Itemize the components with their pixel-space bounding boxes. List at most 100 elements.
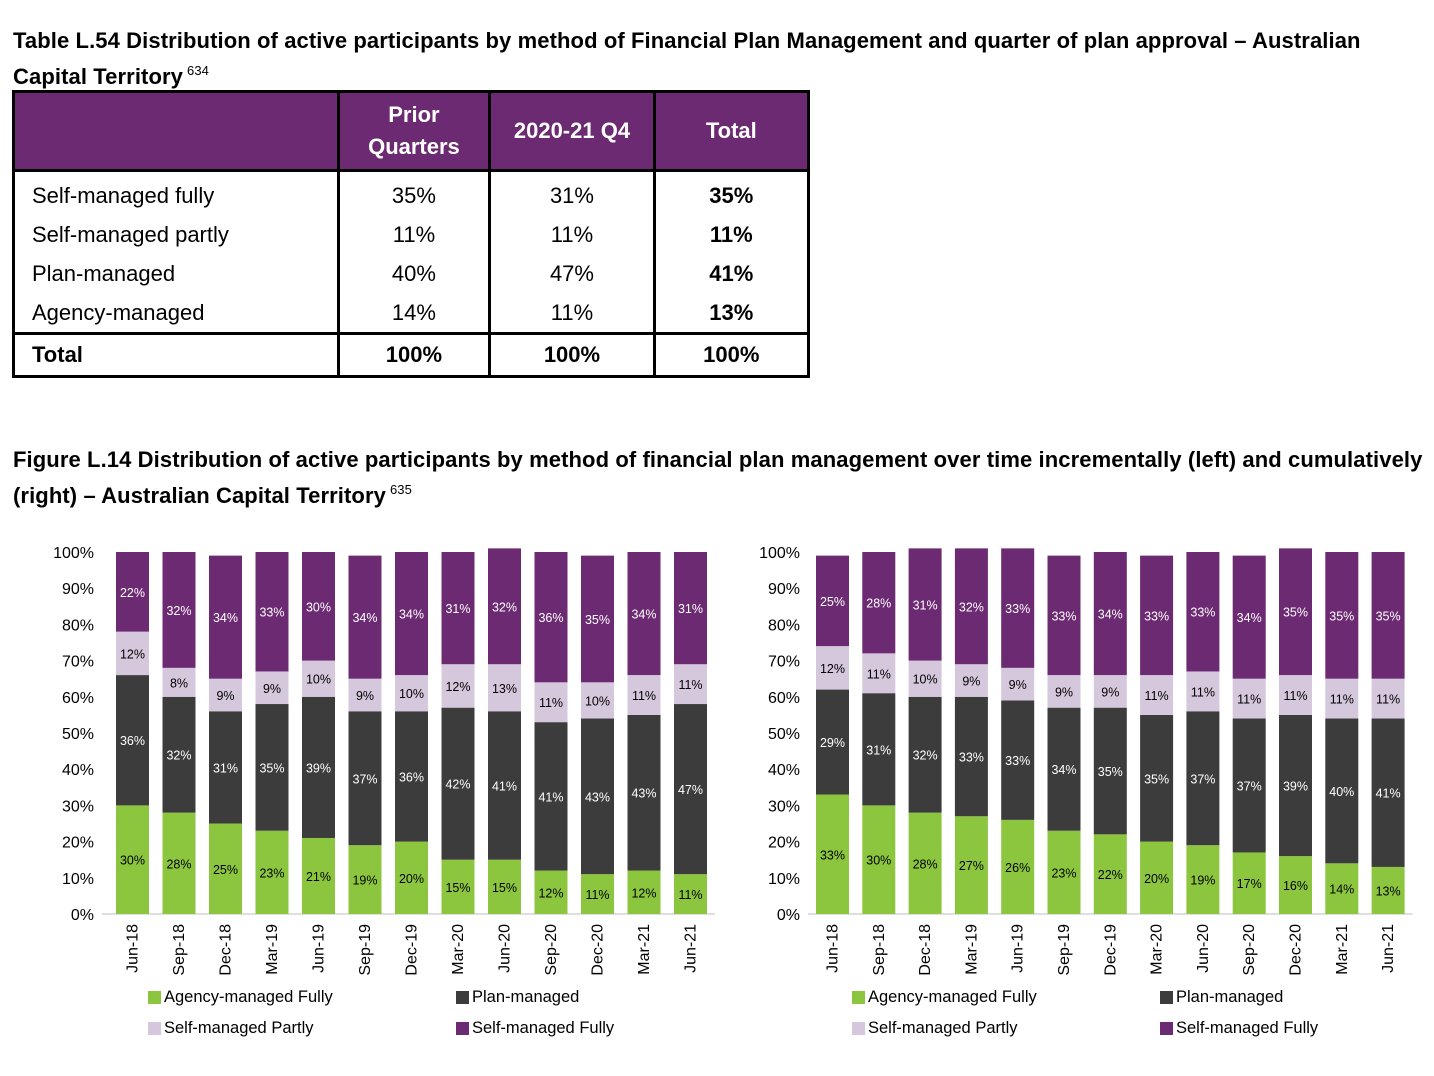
data-label-agency-managed-fully: 33% xyxy=(820,848,845,862)
y-tick-label: 80% xyxy=(768,617,800,634)
data-label-self-managed-partly: 9% xyxy=(216,689,234,703)
y-tick-label: 40% xyxy=(62,762,94,779)
bar-self-managed-fully xyxy=(1001,548,1035,668)
data-label-plan-managed: 29% xyxy=(820,736,845,750)
bar-plan-managed xyxy=(816,689,849,795)
bar-plan-managed xyxy=(1001,700,1035,820)
bar-plan-managed xyxy=(302,696,335,838)
data-label-agency-managed-fully: 30% xyxy=(120,854,145,868)
data-label-plan-managed: 31% xyxy=(213,761,238,775)
bar-self-managed-partly xyxy=(674,664,707,705)
figure-caption-text: Figure L.14 Distribution of active parti… xyxy=(13,447,1423,508)
data-label-self-managed-partly: 11% xyxy=(1237,693,1261,707)
legend-item-plan-managed: Plan-managed xyxy=(1160,988,1283,1007)
data-label-plan-managed: 32% xyxy=(166,749,191,763)
data-label-agency-managed-fully: 27% xyxy=(959,859,984,873)
bar-plan-managed xyxy=(627,714,661,871)
bar-self-managed-partly xyxy=(395,675,428,712)
data-label-plan-managed: 33% xyxy=(959,751,984,765)
bar-agency-managed-fully xyxy=(1371,866,1405,914)
y-tick-label: 60% xyxy=(768,690,800,707)
x-tick-label: Mar-19 xyxy=(963,924,980,975)
data-label-plan-managed: 34% xyxy=(1051,763,1076,777)
bar-agency-managed-fully xyxy=(816,794,849,914)
incremental-chart-legend: Agency-managed Fully Plan-managed Self-man… xyxy=(148,988,708,1048)
data-label-self-managed-partly: 11% xyxy=(1191,685,1215,699)
legend-label: Self-managed Fully xyxy=(1176,1019,1319,1037)
data-label-agency-managed-fully: 15% xyxy=(445,881,470,895)
legend-label: Self-managed Partly xyxy=(164,1019,314,1037)
data-label-agency-managed-fully: 23% xyxy=(259,866,284,880)
bar-plan-managed xyxy=(441,707,475,860)
y-tick-label: 30% xyxy=(768,798,800,815)
y-tick-label: 50% xyxy=(768,726,800,743)
bar-self-managed-partly xyxy=(441,664,475,708)
bar-plan-managed xyxy=(395,711,428,842)
row-label: Agency-managed xyxy=(12,293,340,334)
bar-self-managed-fully xyxy=(348,555,382,679)
legend-item-plan-managed: Plan-managed xyxy=(456,988,579,1007)
x-tick-label: Sep-18 xyxy=(171,924,188,976)
data-label-self-managed-partly: 11% xyxy=(632,689,656,703)
legend-swatch xyxy=(456,991,469,1004)
y-tick-label: 100% xyxy=(53,545,94,562)
x-tick-label: Sep-20 xyxy=(1241,924,1258,976)
data-label-agency-managed-fully: 20% xyxy=(1144,872,1169,886)
data-label-agency-managed-fully: 25% xyxy=(213,863,238,877)
legend-label: Self-managed Partly xyxy=(868,1019,1018,1037)
data-label-plan-managed: 33% xyxy=(1005,754,1030,768)
bar-plan-managed xyxy=(209,711,242,824)
x-tick-label: Jun-20 xyxy=(1195,924,1212,973)
total-prior: 100% xyxy=(336,332,492,378)
bar-plan-managed xyxy=(1047,707,1081,831)
legend-label: Self-managed Fully xyxy=(472,1019,615,1037)
bar-agency-managed-fully xyxy=(1232,852,1266,914)
y-tick-label: 10% xyxy=(768,871,800,888)
data-label-self-managed-fully: 31% xyxy=(445,602,470,616)
bar-self-managed-partly xyxy=(1093,675,1127,708)
data-label-agency-managed-fully: 28% xyxy=(913,857,938,871)
data-label-self-managed-fully: 31% xyxy=(913,598,938,612)
bar-agency-managed-fully xyxy=(209,823,242,914)
x-tick-label: Mar-19 xyxy=(264,924,281,975)
y-tick-label: 70% xyxy=(62,654,94,671)
data-label-self-managed-fully: 34% xyxy=(352,611,377,625)
data-label-agency-managed-fully: 12% xyxy=(631,886,656,900)
data-label-plan-managed: 39% xyxy=(1283,779,1308,793)
bar-self-managed-partly xyxy=(348,678,382,712)
bar-plan-managed xyxy=(348,711,382,846)
bar-agency-managed-fully xyxy=(954,816,988,914)
y-tick-label: 70% xyxy=(768,654,800,671)
bar-agency-managed-fully xyxy=(1047,830,1081,914)
bar-agency-managed-fully xyxy=(1001,819,1035,914)
data-label-self-managed-fully: 31% xyxy=(678,602,703,616)
data-label-agency-managed-fully: 26% xyxy=(1005,861,1030,875)
x-tick-label: Dec-18 xyxy=(917,924,934,976)
x-tick-label: Dec-19 xyxy=(1102,924,1119,976)
bar-plan-managed xyxy=(1371,718,1405,867)
legend-label: Plan-managed xyxy=(1176,988,1284,1006)
data-label-self-managed-partly: 11% xyxy=(1145,689,1169,703)
bar-plan-managed xyxy=(1140,714,1174,842)
bar-self-managed-fully xyxy=(1047,555,1081,676)
legend-item-self-managed-fully: Self-managed Fully xyxy=(456,1019,614,1038)
x-tick-label: Mar-21 xyxy=(636,924,653,975)
bar-self-managed-fully xyxy=(581,555,614,683)
data-label-self-managed-fully: 32% xyxy=(492,600,517,614)
legend-swatch xyxy=(1160,1022,1173,1035)
data-label-self-managed-fully: 35% xyxy=(1376,609,1401,623)
data-label-agency-managed-fully: 11% xyxy=(585,888,609,902)
data-label-agency-managed-fully: 22% xyxy=(1098,868,1123,882)
data-label-agency-managed-fully: 19% xyxy=(1190,874,1215,888)
bar-self-managed-fully xyxy=(488,548,521,665)
data-label-plan-managed: 35% xyxy=(1098,765,1123,779)
table-row: Plan-managed 40% 47% 41% xyxy=(12,254,811,293)
bar-plan-managed xyxy=(581,718,614,875)
x-tick-label: Jun-19 xyxy=(311,924,328,973)
x-tick-label: Sep-19 xyxy=(1056,924,1073,976)
data-label-plan-managed: 47% xyxy=(678,783,703,797)
table-total-row: Total 100% 100% 100% xyxy=(12,332,811,378)
y-tick-label: 40% xyxy=(768,762,800,779)
row-label: Self-managed partly xyxy=(12,215,340,254)
table-header-row: Prior Quarters 2020-21 Q4 Total xyxy=(12,90,811,172)
